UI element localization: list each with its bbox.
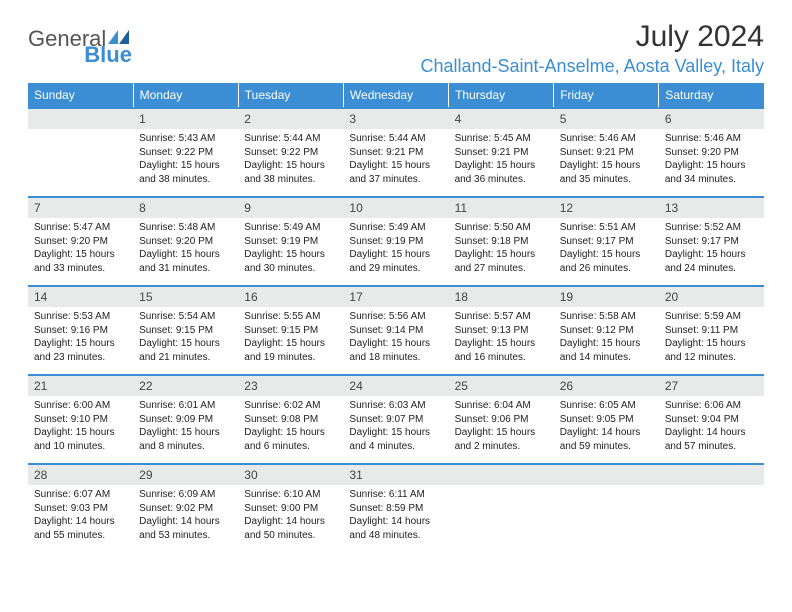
- day-content-cell: [449, 485, 554, 553]
- day-content-cell: Sunrise: 5:49 AM Sunset: 9:19 PM Dayligh…: [343, 218, 448, 286]
- day-number-cell: 15: [133, 286, 238, 307]
- day-content-cell: Sunrise: 6:02 AM Sunset: 9:08 PM Dayligh…: [238, 396, 343, 464]
- day-content-cell: [659, 485, 764, 553]
- day-content-cell: Sunrise: 5:56 AM Sunset: 9:14 PM Dayligh…: [343, 307, 448, 375]
- day-content-cell: Sunrise: 5:48 AM Sunset: 9:20 PM Dayligh…: [133, 218, 238, 286]
- day-number-cell: 4: [449, 108, 554, 129]
- location-subtitle: Challand-Saint-Anselme, Aosta Valley, It…: [420, 56, 764, 77]
- day-content-cell: Sunrise: 6:11 AM Sunset: 8:59 PM Dayligh…: [343, 485, 448, 553]
- day-number-cell: 19: [554, 286, 659, 307]
- title-block: July 2024 Challand-Saint-Anselme, Aosta …: [420, 20, 764, 77]
- day-content-cell: Sunrise: 5:52 AM Sunset: 9:17 PM Dayligh…: [659, 218, 764, 286]
- day-content-cell: [554, 485, 659, 553]
- day-number-cell: 8: [133, 197, 238, 218]
- day-content-cell: Sunrise: 6:01 AM Sunset: 9:09 PM Dayligh…: [133, 396, 238, 464]
- day-number-row: 123456: [28, 108, 764, 129]
- day-header: Wednesday: [343, 83, 448, 108]
- day-number-cell: 26: [554, 375, 659, 396]
- logo-text-2: Blue: [84, 42, 132, 68]
- day-number-cell: [449, 464, 554, 485]
- day-content-cell: Sunrise: 5:51 AM Sunset: 9:17 PM Dayligh…: [554, 218, 659, 286]
- day-number-cell: 3: [343, 108, 448, 129]
- page-title: July 2024: [420, 20, 764, 54]
- day-header: Monday: [133, 83, 238, 108]
- day-content-cell: Sunrise: 6:04 AM Sunset: 9:06 PM Dayligh…: [449, 396, 554, 464]
- day-content-cell: Sunrise: 5:59 AM Sunset: 9:11 PM Dayligh…: [659, 307, 764, 375]
- day-content-cell: Sunrise: 5:55 AM Sunset: 9:15 PM Dayligh…: [238, 307, 343, 375]
- day-number-cell: 16: [238, 286, 343, 307]
- day-number-cell: [28, 108, 133, 129]
- day-number-cell: 18: [449, 286, 554, 307]
- day-number-cell: 5: [554, 108, 659, 129]
- day-content-cell: Sunrise: 6:03 AM Sunset: 9:07 PM Dayligh…: [343, 396, 448, 464]
- day-content-row: Sunrise: 6:00 AM Sunset: 9:10 PM Dayligh…: [28, 396, 764, 464]
- day-content-cell: Sunrise: 6:09 AM Sunset: 9:02 PM Dayligh…: [133, 485, 238, 553]
- day-content-row: Sunrise: 6:07 AM Sunset: 9:03 PM Dayligh…: [28, 485, 764, 553]
- day-content-cell: Sunrise: 6:06 AM Sunset: 9:04 PM Dayligh…: [659, 396, 764, 464]
- day-number-row: 78910111213: [28, 197, 764, 218]
- day-header: Saturday: [659, 83, 764, 108]
- day-number-cell: [554, 464, 659, 485]
- day-header: Friday: [554, 83, 659, 108]
- day-number-cell: 12: [554, 197, 659, 218]
- day-number-row: 14151617181920: [28, 286, 764, 307]
- day-number-cell: 7: [28, 197, 133, 218]
- day-content-cell: Sunrise: 5:58 AM Sunset: 9:12 PM Dayligh…: [554, 307, 659, 375]
- day-number-cell: 25: [449, 375, 554, 396]
- day-content-cell: Sunrise: 5:54 AM Sunset: 9:15 PM Dayligh…: [133, 307, 238, 375]
- day-content-cell: Sunrise: 6:00 AM Sunset: 9:10 PM Dayligh…: [28, 396, 133, 464]
- calendar-table: Sunday Monday Tuesday Wednesday Thursday…: [28, 83, 764, 553]
- day-content-row: Sunrise: 5:47 AM Sunset: 9:20 PM Dayligh…: [28, 218, 764, 286]
- day-content-cell: Sunrise: 5:47 AM Sunset: 9:20 PM Dayligh…: [28, 218, 133, 286]
- day-number-cell: 29: [133, 464, 238, 485]
- day-number-row: 28293031: [28, 464, 764, 485]
- day-header: Thursday: [449, 83, 554, 108]
- day-header: Sunday: [28, 83, 133, 108]
- day-header: Tuesday: [238, 83, 343, 108]
- day-content-row: Sunrise: 5:53 AM Sunset: 9:16 PM Dayligh…: [28, 307, 764, 375]
- day-number-cell: 17: [343, 286, 448, 307]
- day-number-cell: 20: [659, 286, 764, 307]
- day-content-cell: Sunrise: 6:10 AM Sunset: 9:00 PM Dayligh…: [238, 485, 343, 553]
- day-content-cell: Sunrise: 5:46 AM Sunset: 9:20 PM Dayligh…: [659, 129, 764, 197]
- day-number-cell: 23: [238, 375, 343, 396]
- day-number-cell: 31: [343, 464, 448, 485]
- day-number-cell: 2: [238, 108, 343, 129]
- day-number-cell: 14: [28, 286, 133, 307]
- day-number-cell: [659, 464, 764, 485]
- day-content-cell: Sunrise: 6:05 AM Sunset: 9:05 PM Dayligh…: [554, 396, 659, 464]
- day-number-cell: 1: [133, 108, 238, 129]
- day-number-cell: 9: [238, 197, 343, 218]
- day-content-cell: Sunrise: 5:49 AM Sunset: 9:19 PM Dayligh…: [238, 218, 343, 286]
- day-content-cell: Sunrise: 5:43 AM Sunset: 9:22 PM Dayligh…: [133, 129, 238, 197]
- day-number-cell: 11: [449, 197, 554, 218]
- day-content-cell: [28, 129, 133, 197]
- day-content-cell: Sunrise: 5:50 AM Sunset: 9:18 PM Dayligh…: [449, 218, 554, 286]
- day-header-row: Sunday Monday Tuesday Wednesday Thursday…: [28, 83, 764, 108]
- day-number-cell: 22: [133, 375, 238, 396]
- day-content-cell: Sunrise: 5:44 AM Sunset: 9:21 PM Dayligh…: [343, 129, 448, 197]
- day-content-cell: Sunrise: 5:46 AM Sunset: 9:21 PM Dayligh…: [554, 129, 659, 197]
- day-content-cell: Sunrise: 6:07 AM Sunset: 9:03 PM Dayligh…: [28, 485, 133, 553]
- day-content-cell: Sunrise: 5:53 AM Sunset: 9:16 PM Dayligh…: [28, 307, 133, 375]
- day-number-cell: 28: [28, 464, 133, 485]
- day-number-cell: 27: [659, 375, 764, 396]
- header: General Blue July 2024 Challand-Saint-An…: [28, 20, 764, 77]
- logo: General Blue: [28, 20, 182, 52]
- day-content-row: Sunrise: 5:43 AM Sunset: 9:22 PM Dayligh…: [28, 129, 764, 197]
- day-number-cell: 30: [238, 464, 343, 485]
- day-content-cell: Sunrise: 5:44 AM Sunset: 9:22 PM Dayligh…: [238, 129, 343, 197]
- day-number-cell: 21: [28, 375, 133, 396]
- day-content-cell: Sunrise: 5:57 AM Sunset: 9:13 PM Dayligh…: [449, 307, 554, 375]
- day-number-cell: 24: [343, 375, 448, 396]
- day-number-row: 21222324252627: [28, 375, 764, 396]
- day-content-cell: Sunrise: 5:45 AM Sunset: 9:21 PM Dayligh…: [449, 129, 554, 197]
- day-number-cell: 6: [659, 108, 764, 129]
- day-number-cell: 10: [343, 197, 448, 218]
- day-number-cell: 13: [659, 197, 764, 218]
